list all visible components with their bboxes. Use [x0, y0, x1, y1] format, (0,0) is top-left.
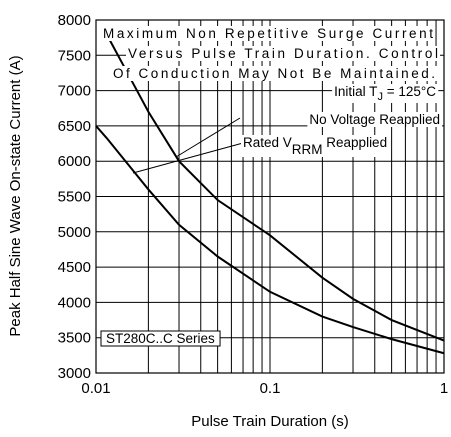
annotation: No Voltage Reapplied: [309, 112, 440, 127]
data-line: [95, 125, 445, 355]
data-line: [105, 33, 445, 342]
y-tick-label: 6500: [58, 118, 91, 135]
y-tick-label: 8000: [58, 12, 91, 29]
annotation: Initial TJ = 125°C: [334, 84, 436, 103]
annotation-part: Initial T: [334, 84, 377, 99]
annotation-part: = 125°C: [383, 84, 436, 99]
x-tick-label: 1: [440, 380, 448, 397]
label-bg: [101, 26, 436, 41]
y-tick-label: 5000: [58, 224, 91, 241]
x-tick-label: 0.01: [81, 380, 110, 397]
annotation-part: Reapplied: [323, 135, 388, 150]
y-tick-label: 4500: [58, 259, 91, 276]
y-tick-label: 5500: [58, 189, 91, 206]
marks: [95, 33, 445, 355]
x-axis-label: Pulse Train Duration (s): [191, 413, 349, 430]
annotations: Maximum Non Repetitive Surge Current Ver…: [100, 26, 442, 347]
label-bg: [100, 330, 221, 347]
y-tick-label: 7000: [58, 83, 91, 100]
annotation-part: J: [377, 91, 383, 103]
x-tick-label: 0.1: [260, 380, 281, 397]
annotation: Of Conduction May Not Be Maintained.: [113, 66, 435, 81]
annotation: Maximum Non Repetitive Surge Current: [103, 26, 433, 41]
plot-frame: [95, 19, 445, 374]
label-bg: [307, 112, 442, 127]
label-bg: [241, 135, 390, 157]
y-tick-label: 3500: [58, 330, 91, 347]
leader: [175, 117, 241, 158]
label-bg: [126, 46, 441, 61]
y-axis-label: Peak Half Sine Wave On-state Current (A): [7, 55, 24, 336]
annotation-part: RRM: [292, 142, 323, 157]
label-bg: [332, 84, 439, 103]
y-tick-label: 7500: [58, 47, 91, 64]
y-tick-label: 6000: [58, 153, 91, 170]
label-bg: [111, 66, 438, 81]
y-tick-label: 3000: [58, 365, 91, 382]
leader: [132, 142, 244, 174]
annotation: ST280C..C Series: [106, 331, 215, 346]
annotation: Rated VRRM Reapplied: [243, 135, 387, 157]
annotation: Versus Pulse Train Duration. Control: [128, 46, 438, 61]
y-tick-label: 4000: [58, 294, 91, 311]
annotation-part: Rated V: [243, 135, 292, 150]
